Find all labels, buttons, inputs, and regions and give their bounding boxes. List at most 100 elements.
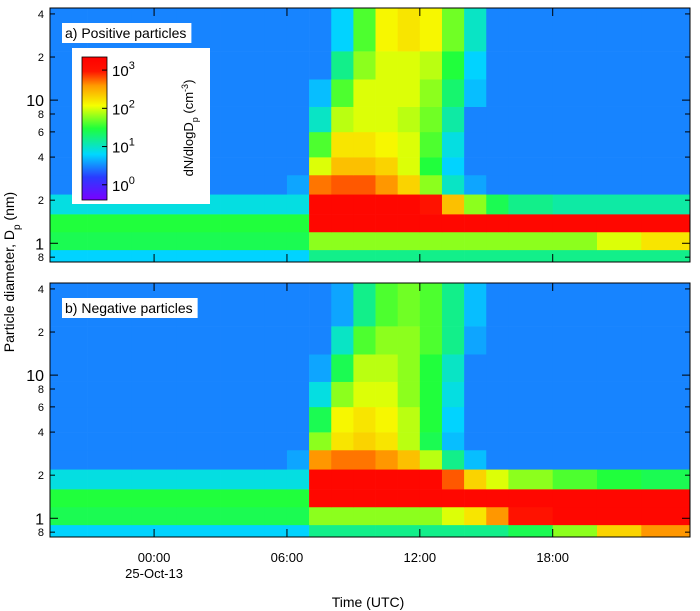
heatmap-cell xyxy=(641,249,691,263)
heatmap-cell xyxy=(220,51,266,80)
heatmap-cell xyxy=(397,106,421,133)
heatmap-cell xyxy=(375,449,398,470)
heatmap-cell xyxy=(309,381,332,408)
panel-label-box xyxy=(62,23,192,43)
heatmap-cell xyxy=(419,157,443,176)
heatmap-cell xyxy=(309,354,332,382)
heatmap-cell xyxy=(596,283,642,327)
heatmap-cell xyxy=(220,506,266,526)
heatmap-cell xyxy=(220,106,266,133)
y-tick-label: 8 xyxy=(38,109,44,121)
heatmap-cell xyxy=(441,326,465,355)
heatmap-cell xyxy=(641,326,691,355)
heatmap-cell xyxy=(309,283,332,327)
colorbar-label-part: ) xyxy=(181,80,196,84)
heatmap-cell xyxy=(552,249,598,263)
heatmap-cell xyxy=(264,432,288,451)
heatmap-cell xyxy=(464,283,487,327)
y-tick-label: 4 xyxy=(38,427,44,439)
heatmap-cell xyxy=(641,506,691,526)
heatmap-cell xyxy=(486,157,509,176)
heatmap-cell xyxy=(397,524,421,538)
heatmap-cell xyxy=(309,249,332,263)
heatmap-cell xyxy=(353,524,376,538)
heatmap-cell xyxy=(309,157,332,176)
heatmap-cell xyxy=(176,406,221,433)
heatmap-cell xyxy=(309,406,332,433)
heatmap-cell xyxy=(441,194,465,215)
heatmap-cell xyxy=(441,406,465,433)
colorbar-tick-label: 102 xyxy=(112,98,135,118)
heatmap-cell xyxy=(486,506,509,526)
heatmap-cell xyxy=(375,131,398,158)
heatmap-cell xyxy=(397,469,421,490)
heatmap-cell xyxy=(596,214,642,233)
colorbar-tick-base: 10 xyxy=(112,63,129,80)
heatmap-cell xyxy=(441,51,465,80)
heatmap-cell xyxy=(441,381,465,408)
heatmap-cell xyxy=(552,432,598,451)
heatmap-cell xyxy=(441,469,465,490)
heatmap-cell xyxy=(596,506,642,526)
heatmap-cell xyxy=(464,406,487,433)
heatmap-cell xyxy=(220,231,266,251)
heatmap-cell xyxy=(220,214,266,233)
heatmap-cell xyxy=(375,432,398,451)
heatmap-cell xyxy=(220,283,266,327)
heatmap-cell xyxy=(331,8,354,52)
heatmap-cell xyxy=(286,283,310,327)
heatmap-cell xyxy=(486,524,509,538)
heatmap-cell xyxy=(441,8,465,52)
heatmap-cell xyxy=(552,231,598,251)
heatmap-cell xyxy=(464,432,487,451)
heatmap-cell xyxy=(641,131,691,158)
y-tick-label: 8 xyxy=(38,384,44,396)
heatmap-cell xyxy=(464,506,487,526)
heatmap-cell xyxy=(309,432,332,451)
heatmap-cell xyxy=(220,469,266,490)
heatmap-cell xyxy=(441,432,465,451)
heatmap-cell xyxy=(552,381,598,408)
heatmap-cell xyxy=(464,194,487,215)
heatmap-cell xyxy=(131,406,177,433)
date-label: 25-Oct-13 xyxy=(125,566,183,581)
heatmap-cell xyxy=(353,106,376,133)
heatmap-cell xyxy=(87,406,133,433)
heatmap-cell xyxy=(464,524,487,538)
heatmap-cell xyxy=(375,194,398,215)
heatmap-cell xyxy=(375,469,398,490)
heatmap-cell xyxy=(264,326,288,355)
heatmap-cell xyxy=(375,489,398,508)
heatmap-cell xyxy=(50,406,88,433)
heatmap-cell xyxy=(596,432,642,451)
heatmap-cell xyxy=(331,449,354,470)
heatmap-cell xyxy=(508,51,553,80)
heatmap-cell xyxy=(50,354,88,382)
heatmap-cell xyxy=(508,506,553,526)
plot-frame xyxy=(49,282,691,538)
heatmap-cell xyxy=(264,381,288,408)
panel-label: b) Negative particles xyxy=(65,300,193,316)
heatmap-cell xyxy=(441,283,465,327)
heatmap-cell xyxy=(220,524,266,538)
heatmap-cell xyxy=(552,354,598,382)
heatmap-cell xyxy=(419,8,443,52)
heatmap-cell xyxy=(508,214,553,233)
heatmap-cell xyxy=(464,79,487,107)
heatmap-cell xyxy=(486,249,509,263)
heatmap-cell xyxy=(486,432,509,451)
heatmap-cell xyxy=(397,214,421,233)
heatmap-cell xyxy=(375,106,398,133)
heatmap-cell xyxy=(486,406,509,433)
heatmap-cell xyxy=(331,51,354,80)
heatmap-cell xyxy=(641,106,691,133)
heatmap-cell xyxy=(331,381,354,408)
heatmap-cell xyxy=(508,174,553,195)
heatmap-cell xyxy=(286,381,310,408)
heatmap-cell xyxy=(264,354,288,382)
heatmap-cell xyxy=(419,432,443,451)
heatmap-cell xyxy=(309,469,332,490)
y-tick-label: 4 xyxy=(38,284,44,296)
heatmap-cell xyxy=(264,249,288,263)
heatmap-cell xyxy=(508,406,553,433)
